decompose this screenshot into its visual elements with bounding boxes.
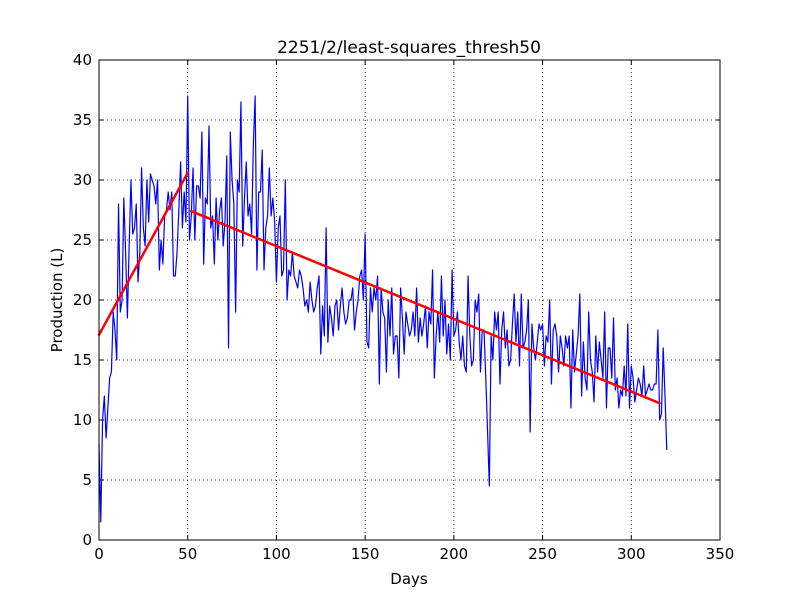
y-tick-label: 0 xyxy=(82,531,92,549)
production-line xyxy=(98,95,668,523)
grid-lines xyxy=(99,60,720,540)
y-axis-label: Production (L) xyxy=(48,248,66,353)
x-axis-label: Days xyxy=(390,570,428,588)
x-tick-label: 100 xyxy=(262,545,291,563)
x-tick-label: 350 xyxy=(706,545,735,563)
plot-data xyxy=(97,95,668,523)
chart-title: 2251/2/least-squares_thresh50 xyxy=(277,38,541,58)
x-tick-label: 150 xyxy=(351,545,380,563)
y-tick-label: 35 xyxy=(73,111,92,129)
y-tick-label: 5 xyxy=(82,471,92,489)
y-tick-label: 20 xyxy=(73,291,92,309)
fit-line-segment xyxy=(97,171,189,337)
y-tick-label: 10 xyxy=(73,411,92,429)
y-tick-label: 40 xyxy=(73,51,92,69)
y-tick-label: 25 xyxy=(73,231,92,249)
x-tick-label: 50 xyxy=(178,545,197,563)
y-tick-label: 15 xyxy=(73,351,92,369)
x-tick-label: 250 xyxy=(528,545,557,563)
x-tick-label: 200 xyxy=(440,545,469,563)
x-tick-label: 300 xyxy=(617,545,646,563)
axis-ticks: 0 50 100 150 200 250 300 350 0 5 10 15 20 25 30 35 40 xyxy=(73,51,734,563)
plot-area-frame xyxy=(98,59,721,541)
x-tick-label: 0 xyxy=(94,545,104,563)
y-tick-label: 30 xyxy=(73,171,92,189)
fit-line-segment xyxy=(190,209,661,405)
